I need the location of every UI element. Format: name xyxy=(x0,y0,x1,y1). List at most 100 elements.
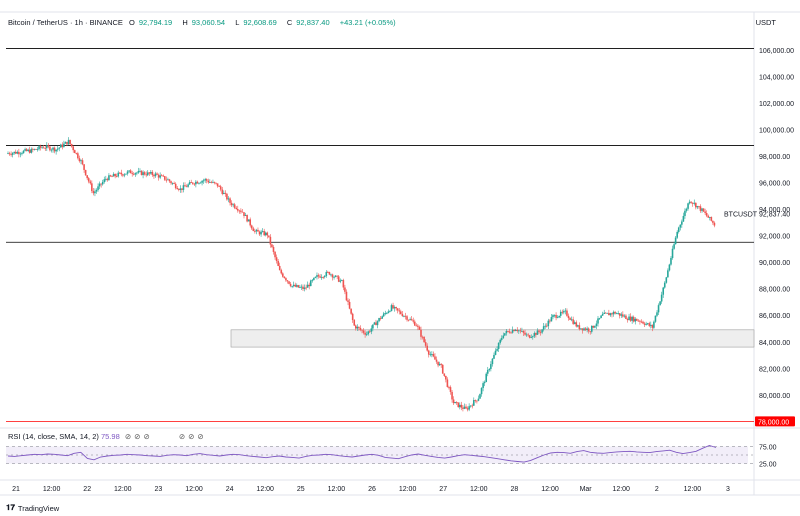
candle-body xyxy=(434,356,436,360)
candle-body xyxy=(547,320,550,327)
candle-body xyxy=(187,184,189,187)
close-label: C xyxy=(286,18,293,27)
candle-body xyxy=(98,183,101,187)
candle-body xyxy=(317,275,320,277)
candle-body xyxy=(710,216,713,221)
brand-name: TradingView xyxy=(17,503,60,513)
support-price-tag xyxy=(755,416,795,427)
candle-body xyxy=(125,173,127,175)
eye-off-icon[interactable]: ⊘ xyxy=(124,432,132,441)
x-tick-label: 12:00 xyxy=(328,486,346,493)
candle-body xyxy=(30,148,33,153)
candle-body xyxy=(14,151,17,154)
candle-body xyxy=(344,287,346,292)
candle-body xyxy=(167,179,169,181)
candle-body xyxy=(308,284,311,287)
candle-body xyxy=(11,153,14,155)
candle-body xyxy=(507,330,509,332)
candle-body xyxy=(699,206,702,211)
candle-body xyxy=(367,331,370,335)
eye-off-icon[interactable]: ⊘ xyxy=(197,432,204,441)
eye-off-icon[interactable]: ⊘ xyxy=(178,432,186,441)
candle-body xyxy=(452,399,455,404)
candle-body xyxy=(656,312,658,316)
candle-body xyxy=(615,313,618,315)
candle-body xyxy=(417,325,419,327)
candle-body xyxy=(527,334,529,336)
candle-body xyxy=(649,324,652,326)
candle-body xyxy=(289,283,292,287)
candle-body xyxy=(581,328,584,331)
candle-body xyxy=(240,210,242,212)
candle-body xyxy=(250,225,253,229)
currency-label[interactable]: USDT xyxy=(755,18,776,27)
candle-body xyxy=(558,315,560,318)
x-tick-label: 12:00 xyxy=(399,486,417,493)
tradingview-brand[interactable]: 𝟏𝟕 TradingView xyxy=(6,503,59,513)
candle-body xyxy=(389,310,391,312)
candle-body xyxy=(271,244,273,248)
candle-body xyxy=(131,173,134,175)
candle-body xyxy=(100,183,102,185)
candle-body xyxy=(176,188,179,190)
candle-body xyxy=(387,311,390,313)
eye-off-icon[interactable]: ⊘ xyxy=(188,432,195,441)
x-tick-label: 12:00 xyxy=(541,486,559,493)
candle-body xyxy=(160,175,163,177)
candle-body xyxy=(645,323,647,325)
candle-body xyxy=(681,221,683,225)
candle-body xyxy=(134,173,137,175)
candle-body xyxy=(101,181,104,185)
candle-body xyxy=(58,147,61,149)
candle-body xyxy=(611,313,613,315)
rsi-value: 75.98 xyxy=(100,432,120,441)
eye-off-icon[interactable]: ⊘ xyxy=(143,432,150,441)
candle-body xyxy=(449,387,452,392)
candle-body xyxy=(198,182,200,184)
candle-body xyxy=(246,215,248,222)
candle-body xyxy=(128,170,130,172)
candle-body xyxy=(129,170,132,174)
x-tick-label: 12:00 xyxy=(185,486,203,493)
candle-body xyxy=(303,287,306,290)
candle-body xyxy=(448,386,450,388)
candle-body xyxy=(511,329,514,333)
candle-body xyxy=(10,154,12,156)
candle-body xyxy=(285,278,287,281)
candle-body xyxy=(603,312,606,314)
eye-off-icon[interactable]: ⊘ xyxy=(134,432,141,441)
x-tick-label: 12:00 xyxy=(114,486,132,493)
symbol-title[interactable]: Bitcoin / TetherUS · 1h · BINANCE xyxy=(8,18,123,27)
candle-body xyxy=(28,149,31,153)
candle-body xyxy=(195,181,197,185)
candle-body xyxy=(646,323,649,325)
candle-body xyxy=(491,358,494,365)
candle-body xyxy=(368,331,371,333)
candle-body xyxy=(412,320,415,322)
candle-body xyxy=(146,172,149,176)
candle-body xyxy=(595,323,598,326)
rsi-label[interactable]: RSI (14, close, SMA, 14, 2) xyxy=(8,432,99,441)
candle-body xyxy=(118,172,121,174)
candle-body xyxy=(111,176,113,178)
open-value: 92,794.19 xyxy=(138,18,173,27)
candle-body xyxy=(306,284,309,288)
candle-body xyxy=(677,227,680,232)
y-tick-label: 92,000.00 xyxy=(759,234,790,241)
candle-body xyxy=(620,314,623,316)
candle-body xyxy=(693,202,696,204)
candle-body xyxy=(108,175,110,181)
candle-body xyxy=(221,189,224,194)
candle-body xyxy=(18,151,20,155)
candle-body xyxy=(232,204,234,206)
support-price-label: 78,000.00 xyxy=(758,419,789,426)
candle-body xyxy=(24,149,26,151)
candle-body xyxy=(477,398,480,401)
candle-body xyxy=(282,273,284,277)
candle-body xyxy=(379,318,382,319)
candle-body xyxy=(351,313,354,321)
chart-header: Bitcoin / TetherUS · 1h · BINANCE O 92,79… xyxy=(8,18,400,27)
candle-body xyxy=(173,183,175,184)
candle-body xyxy=(193,183,196,185)
